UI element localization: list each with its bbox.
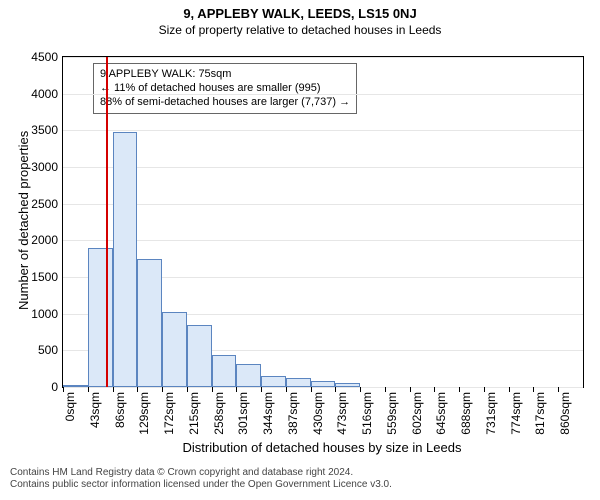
histogram-bar: [286, 378, 311, 387]
histogram-bar: [162, 312, 187, 387]
histogram-bar: [261, 376, 286, 387]
histogram-bar: [137, 259, 162, 387]
histogram-bar: [335, 383, 360, 387]
histogram-bar: [212, 355, 237, 387]
x-axis-label: Distribution of detached houses by size …: [62, 440, 582, 455]
histogram-bar: [113, 132, 138, 387]
callout-box: 9 APPLEBY WALK: 75sqm ← 11% of detached …: [93, 63, 357, 114]
histogram-bar: [187, 325, 212, 387]
reference-line: [106, 57, 108, 387]
y-axis-label: Number of detached properties: [16, 131, 31, 310]
histogram-bar: [88, 248, 113, 387]
footnote-1: Contains HM Land Registry data © Crown c…: [10, 467, 353, 478]
callout-line-3: 88% of semi-detached houses are larger (…: [100, 96, 350, 110]
plot-area: 9 APPLEBY WALK: 75sqm ← 11% of detached …: [62, 56, 584, 388]
chart: Number of detached properties Distributi…: [0, 0, 600, 500]
histogram-bar: [63, 385, 88, 387]
callout-line-1: 9 APPLEBY WALK: 75sqm: [100, 68, 350, 82]
footnote-2: Contains public sector information licen…: [10, 479, 392, 490]
page: { "title": "9, APPLEBY WALK, LEEDS, LS15…: [0, 0, 600, 500]
histogram-bar: [311, 381, 336, 387]
histogram-bar: [236, 364, 261, 387]
